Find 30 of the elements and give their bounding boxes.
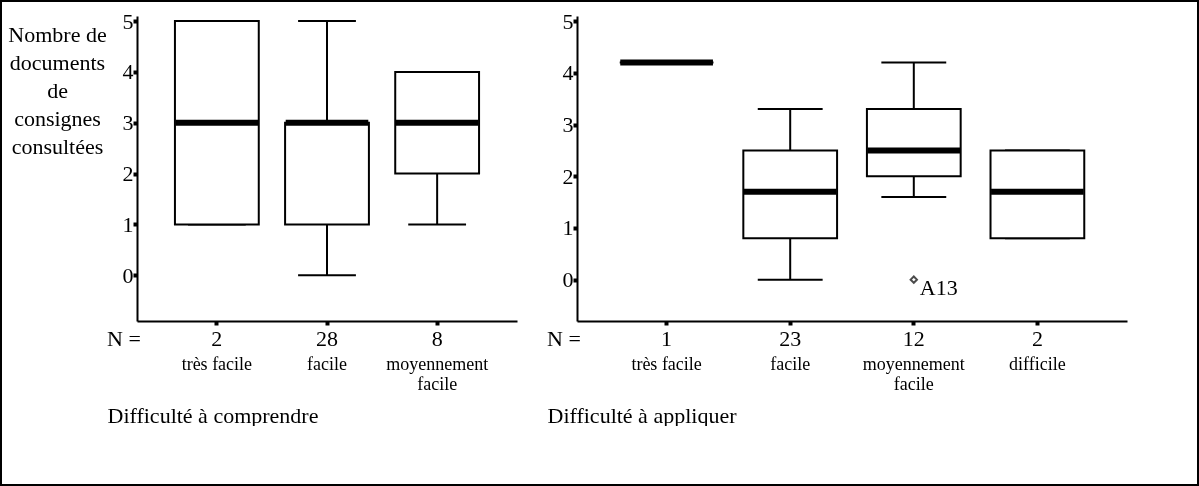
y-tick-label: 2 — [122, 161, 134, 187]
text: 12 — [902, 326, 925, 351]
text: N = — [547, 326, 581, 351]
y-tick-label: 3 — [122, 110, 134, 136]
x-tick-label: très facile — [181, 353, 253, 374]
y-tick-label: 3 — [562, 112, 574, 138]
text: 2 — [211, 326, 223, 351]
text: 8 — [431, 326, 443, 351]
text: 23 — [779, 326, 802, 351]
x-tick-label: facile — [770, 353, 811, 374]
y-tick-label: 0 — [562, 267, 574, 293]
y-tick-label: 4 — [562, 60, 574, 86]
text: 28 — [316, 326, 338, 351]
text: 1 — [661, 326, 673, 351]
y-axis-title: Nombre de documents de consignes consultées — [8, 21, 107, 159]
y-tick-label: 5 — [562, 8, 574, 34]
x-tick-label: moyennement facile — [862, 353, 965, 394]
x-tick-label: très facile — [631, 353, 702, 374]
annotation: A13 — [919, 274, 958, 300]
y-tick-label: 4 — [122, 59, 134, 85]
text: 2 — [1031, 326, 1043, 351]
x-tick-label: moyennement facile — [386, 353, 489, 394]
x-tick-label: facile — [307, 353, 347, 374]
text: N = — [107, 326, 141, 351]
x-tick-label: difficile — [1009, 353, 1066, 374]
y-tick-label: 1 — [122, 211, 134, 237]
y-tick-label: 5 — [122, 8, 134, 34]
y-tick-label: 0 — [122, 262, 134, 288]
y-tick-label: 1 — [562, 215, 574, 241]
y-tick-label: 2 — [562, 163, 574, 189]
